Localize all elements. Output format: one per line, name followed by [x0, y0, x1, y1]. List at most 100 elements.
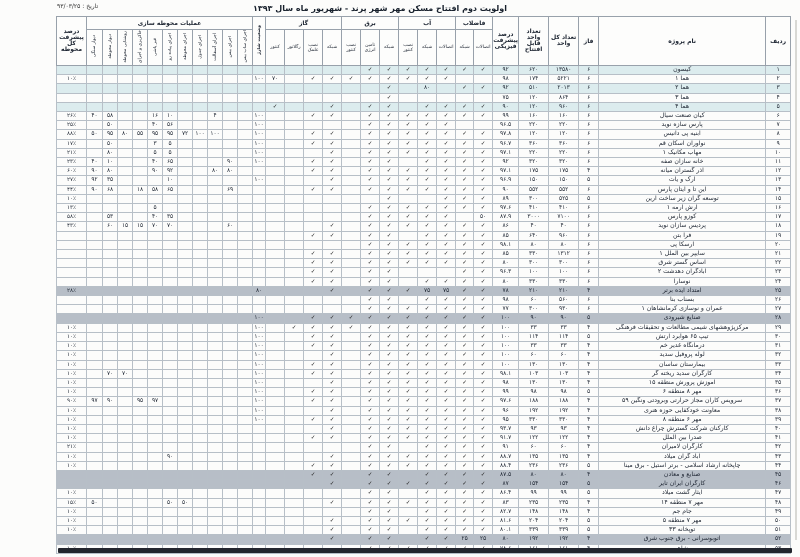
cell-power-meter: [341, 138, 362, 149]
cell-water-meter: ✓: [398, 322, 419, 333]
cell-site-8: [132, 138, 149, 149]
cell-gas-meter: [265, 322, 286, 333]
cell-power-energy: ✓: [360, 166, 381, 177]
cell-sewage-connections: ✓: [473, 451, 494, 462]
cell-water-network: ✓: [417, 506, 438, 517]
cell-charge-status: [252, 212, 267, 223]
cell-physical-progress: ۹۸.۱: [492, 239, 520, 251]
cell-site-1: [237, 138, 254, 149]
cell-charge-status: [252, 423, 267, 435]
cell-site-6: [162, 423, 179, 435]
col-group-sewage: فاضلاب: [455, 16, 494, 30]
cell-site-2: [222, 203, 239, 214]
cell-water-network: ✓: [417, 64, 438, 76]
table-row: ۱۳ آرک و یات ۵ ۱۵۰ ۱۵۰ ۹۶.۹ ✓ ✓ ✓ ✓ ✓ ✓ ✓ ✓ ۱۰۰ ۱۰ ۳۵ ۹۲ ۲…: [56, 175, 792, 186]
cell-row-no: ۴۵: [765, 469, 792, 481]
cell-water-connections: ✓: [436, 193, 457, 205]
cell-site-5: [177, 359, 194, 370]
table-row: ۳۸ معاونت خودکفایی حوزه هنری ۴ ۱۹۲ ۱۹۲ ۹۶ ✓ ✓ ✓ ✓…: [56, 405, 792, 416]
cell-gas-network: ✓: [322, 285, 343, 297]
cell-water-meter: ✓: [398, 221, 419, 232]
cell-row-no: ۲۹: [765, 322, 792, 333]
cell-project-name: این تا و ایتان پارس: [598, 184, 767, 195]
cell-water-meter: ✓: [398, 111, 419, 122]
cell-gas-meter: [265, 433, 286, 444]
cell-site-4: [192, 331, 209, 343]
cell-phase: ۴: [578, 359, 600, 370]
table-row: ۱۴ این تا و ایتان پارس ۶ ۵۵۲ ۵۵۲ ۹۰ ✓ ✓ ✓ ✓ ✓ ✓ ✓ ✓ ✓ ۶…: [56, 184, 792, 195]
cell-site-8: [132, 295, 149, 306]
cell-sewage-connections: ✓: [473, 304, 494, 315]
cell-gas-network: ✓: [322, 313, 343, 324]
cell-site-3: [207, 249, 224, 260]
cell-water-meter: [398, 267, 419, 278]
cell-sewage-network: [455, 120, 475, 131]
cell-gas-regulator: [284, 276, 305, 287]
cell-site-11: [85, 74, 104, 85]
cell-phase: ۶: [578, 258, 600, 269]
cell-project-name: کیسون: [598, 64, 767, 76]
cell-site-5: [177, 111, 194, 122]
cell-physical-progress: ۹۶.۳: [492, 267, 520, 278]
cell-site-9: [117, 64, 134, 76]
cell-site-11: ۹۷: [85, 396, 104, 407]
cell-site-3: [207, 534, 224, 545]
cell-gas-meter: [265, 276, 286, 287]
cell-charge-status: [252, 479, 267, 490]
cell-water-meter: ✓: [398, 184, 419, 195]
cell-site-2: ۶۰: [222, 221, 239, 232]
cell-power-meter: [341, 101, 362, 113]
cell-site-2: [222, 111, 239, 122]
cell-phase: ۴: [578, 322, 600, 333]
cell-gas-regulator: [284, 405, 305, 416]
cell-site-total: [56, 469, 87, 481]
cell-gas-regulator: [284, 479, 305, 490]
cell-water-meter: ✓: [398, 368, 419, 379]
cell-gas-regulator: [284, 534, 305, 545]
cell-power-meter: [341, 460, 362, 471]
cell-site-11: [85, 92, 104, 103]
cell-physical-progress: ۸۳: [492, 497, 520, 508]
cell-site-6: [162, 101, 179, 113]
cell-site-7: [147, 64, 164, 76]
cell-site-4: [192, 285, 209, 297]
cell-site-11: [85, 249, 104, 260]
cell-project-name: بسناب بنا: [598, 295, 767, 306]
cell-site-1: [237, 442, 254, 453]
cell-site-8: [132, 479, 149, 490]
cell-site-7: [147, 239, 164, 251]
cell-power-meter: [341, 258, 362, 269]
cell-site-total: [56, 267, 87, 278]
cell-gas-meter: [265, 138, 286, 149]
cell-site-1: [237, 322, 254, 333]
cell-water-connections: ✓: [436, 350, 457, 361]
cell-site-total: ۱۰٪: [56, 368, 87, 379]
cell-gas-regulator: [284, 92, 305, 103]
cell-total-units: ۹۸: [548, 387, 580, 398]
cell-gas-regulator: [284, 101, 305, 113]
cell-row-no: ۵۲: [765, 534, 792, 545]
cell-project-name: آباد گران میلاد: [598, 451, 767, 462]
cell-gas-network: [322, 488, 343, 499]
cell-site-7: [147, 322, 164, 333]
cell-phase: ۶: [578, 203, 600, 214]
cell-site-8: ۱۵: [132, 221, 149, 232]
cell-site-2: [222, 83, 239, 94]
cell-site-1: [237, 295, 254, 306]
cell-gas-meter: [265, 497, 286, 508]
cell-water-network: ✓: [417, 442, 438, 453]
cell-power-network: ✓: [379, 368, 400, 379]
cell-site-10: [102, 203, 119, 214]
table-row: ۶ کیان صنعت سیال ۶ ۱۶۰ ۱۶۰ ۹۹ ✓ ✓ ✓ ✓ ✓ ✓ ✓ ✓ ✓ ۱۰۰ ۴ ۱۰ ۱…: [56, 111, 792, 122]
cell-site-6: [162, 341, 179, 352]
cell-water-meter: [398, 488, 419, 499]
cell-site-4: [192, 304, 209, 315]
cell-phase: ۶: [578, 184, 600, 195]
cell-site-5: [177, 276, 194, 287]
cell-site-11: ۴۰: [85, 111, 104, 122]
cell-site-8: [132, 359, 149, 370]
cell-physical-progress: ۱۰۰: [492, 359, 520, 370]
cell-site-4: [192, 488, 209, 499]
cell-site-2: [222, 387, 239, 398]
cell-site-1: [237, 423, 254, 435]
